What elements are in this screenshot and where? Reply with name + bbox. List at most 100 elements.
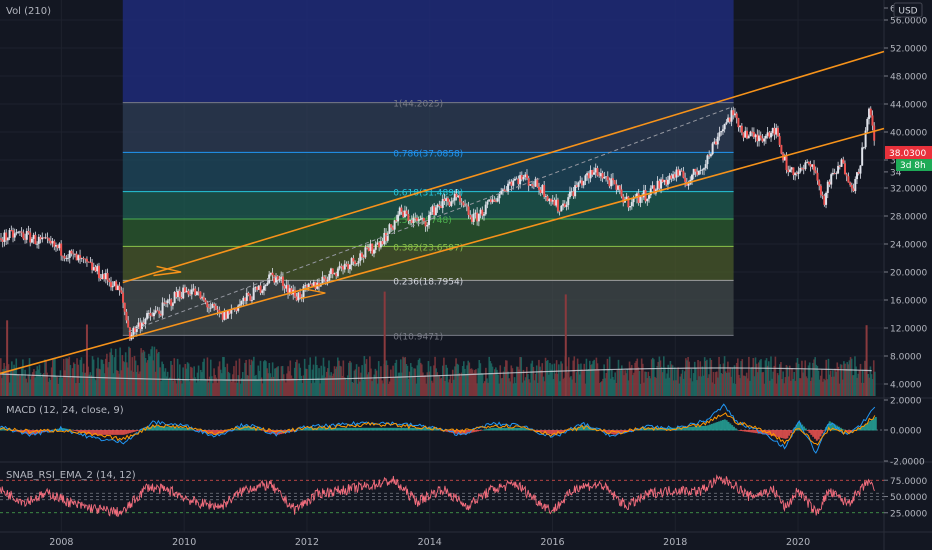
macd-histogram-bar [545,430,548,434]
candle-body [166,300,169,304]
volume-bar [419,362,422,396]
candle-body [256,286,259,290]
macd-histogram-bar [524,428,527,431]
candle-body [187,290,190,295]
volume-bar [99,369,102,396]
macd-histogram-bar [786,430,789,439]
candle-body [761,138,764,142]
candle-body [768,132,771,138]
volume-bar [461,366,464,396]
macd-histogram-bar [235,428,238,431]
volume-bar [374,368,377,396]
currency-button[interactable] [893,2,923,18]
candle-body [544,196,547,198]
volume-bar [550,369,552,396]
candle-body [352,258,355,262]
channel-lower-line [0,127,885,375]
candle-body [842,159,845,164]
candle-body [259,285,262,293]
volume-bar [223,357,225,396]
macd-histogram-bar [629,430,632,432]
macd-histogram-bar [114,430,117,435]
volume-bar [707,377,709,396]
volume-bar [309,357,311,396]
macd-histogram-bar [174,427,177,431]
macd-histogram-bar [403,427,406,431]
candle-body [703,168,706,170]
volume-bar [804,360,807,396]
macd-histogram-bar [552,430,555,435]
volume-bar [744,376,747,396]
volume-bar [796,358,799,396]
volume-bar [454,366,456,396]
fibonacci-retracement[interactable]: 1(44.2025)0.786(37.0858)0.618(31.4899)0.… [122,0,734,342]
candle-body [495,201,498,203]
volume-bar [317,377,319,396]
macd-histogram-bar [832,423,835,431]
volume-bar [575,372,578,396]
macd-histogram-bar [187,428,190,431]
candle-body [575,185,578,187]
volume-bar [551,364,553,396]
candle-body [591,169,594,175]
volume-bar [541,363,544,396]
volume-bar [808,362,811,396]
macd-histogram-bar [75,430,78,432]
candle-body [507,183,510,192]
candle-body [175,292,178,298]
macd-histogram-bar [99,430,102,435]
volume-bar [344,377,347,396]
candle-body [579,180,582,183]
volume-bar [167,378,170,396]
macd-histogram-bar [104,430,107,435]
rsi-line [0,474,875,517]
volume-bar [503,366,506,396]
macd-histogram-bar [565,430,568,432]
macd-histogram-bar [734,428,737,431]
candle-body [525,174,528,179]
volume-bar [598,383,601,396]
volume-bar [826,379,829,396]
volume-bar [302,375,305,396]
volume-bar [627,380,630,396]
volume-bar [619,370,622,396]
macd-histogram-bar [397,427,400,431]
volume-bar [491,366,494,396]
candle-body [770,132,773,138]
volume-bar [874,371,876,396]
macd-histogram-bar [3,428,6,431]
candle-body [873,125,876,141]
volume-bar [388,381,391,396]
candle-body [192,288,195,290]
volume-bar [198,381,201,396]
volume-bar [348,362,350,396]
volume-bar [11,361,13,396]
volume-bar [821,369,823,396]
volume-bar [492,373,495,396]
volume-bar [795,362,798,396]
volume-bar [363,356,366,396]
time-axis-tick: 2016 [540,537,564,548]
candle-body [268,274,271,283]
volume-bar [823,378,825,396]
volume-bar [749,380,751,396]
volume-bar [805,376,808,396]
volume-bar [732,383,735,396]
volume-bar [369,356,371,396]
candle-body [206,302,209,308]
price-axis-tick: 34 [890,168,902,178]
candle-body [637,193,640,203]
candle-body [833,172,836,174]
volume-bar [14,367,16,396]
candle-body [486,201,489,205]
candle-body [635,193,638,199]
volume-bar [204,378,207,396]
trend-channel[interactable] [0,50,885,375]
macd-histogram-bar [723,419,726,431]
volume-bar [854,356,856,396]
candle-body [668,175,671,180]
volume-bar [107,367,109,396]
candle-body [828,181,831,185]
volume-bar [75,383,77,396]
